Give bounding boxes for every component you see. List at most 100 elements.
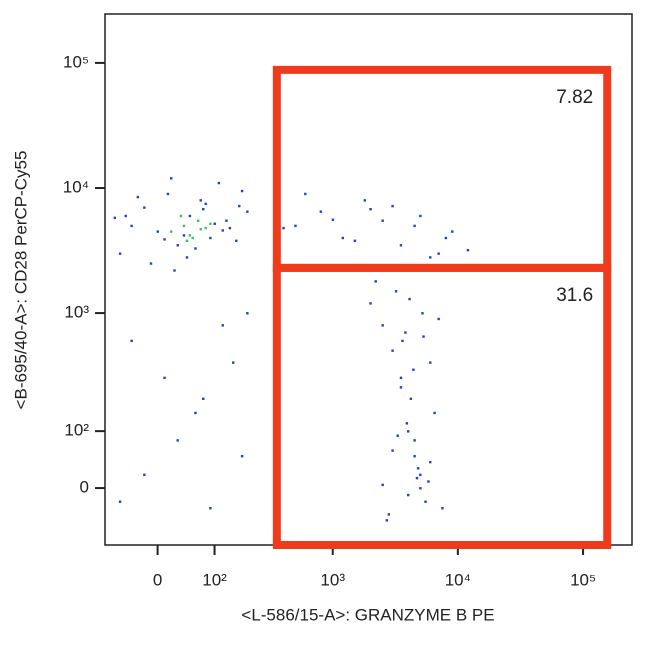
point (240, 189, 244, 193)
point (199, 228, 202, 231)
point (437, 252, 440, 255)
point (143, 473, 146, 477)
gate-percent: 7.82 (556, 87, 593, 108)
point (391, 204, 394, 208)
y-tick-label: 0 (80, 478, 89, 497)
point (130, 339, 133, 343)
point (221, 324, 224, 327)
point (185, 239, 189, 243)
x-tick-label: 10³ (320, 570, 345, 589)
point (196, 219, 200, 222)
point (399, 376, 403, 380)
point (176, 244, 179, 247)
point (163, 238, 166, 241)
point (399, 244, 403, 247)
point (405, 422, 409, 425)
point (246, 210, 249, 213)
x-tick-label: 10⁵ (570, 570, 596, 589)
point (204, 202, 207, 206)
point (369, 207, 372, 211)
point (433, 411, 436, 415)
point (188, 234, 192, 237)
point (387, 513, 391, 516)
point (176, 439, 179, 442)
point (194, 247, 197, 250)
point (391, 449, 394, 452)
point (404, 331, 407, 334)
point (419, 487, 422, 490)
point (437, 317, 440, 321)
point (415, 476, 419, 480)
point (188, 214, 192, 218)
point (204, 226, 207, 230)
point (163, 376, 166, 380)
point (191, 236, 194, 240)
point (429, 460, 432, 464)
point (412, 368, 415, 371)
x-tick-label: 10² (202, 570, 227, 589)
point (391, 349, 394, 352)
point (416, 467, 420, 470)
point (170, 177, 173, 180)
point (221, 229, 224, 232)
point (363, 199, 367, 202)
point (401, 339, 404, 343)
point (399, 386, 403, 389)
point (331, 218, 335, 221)
point (238, 204, 241, 208)
point (282, 226, 285, 230)
point (419, 214, 422, 218)
point (130, 224, 133, 228)
point (143, 206, 146, 209)
point (194, 411, 197, 415)
point (202, 397, 205, 400)
point (235, 239, 238, 243)
x-tick-label: 10⁴ (445, 570, 471, 589)
point (353, 239, 357, 243)
point (185, 256, 189, 259)
point (240, 455, 244, 458)
point (217, 181, 221, 185)
point (319, 210, 323, 213)
point (209, 236, 212, 240)
x-axis-label: <L-586/15-A>: GRANZYME B PE (241, 605, 494, 624)
point (304, 192, 307, 196)
point (466, 248, 470, 252)
point (136, 195, 140, 199)
point (231, 361, 235, 364)
point (149, 262, 153, 265)
point (173, 269, 176, 272)
point (413, 455, 416, 458)
point (199, 199, 202, 202)
point (166, 192, 170, 196)
point (427, 480, 430, 483)
point (228, 226, 232, 230)
point (118, 500, 122, 503)
y-tick-label: 10³ (64, 303, 89, 322)
point (408, 297, 411, 301)
point (407, 430, 410, 433)
gate-percent: 31.6 (556, 285, 593, 306)
point (156, 230, 159, 233)
point (170, 230, 173, 233)
point (246, 312, 249, 315)
point (209, 507, 212, 510)
point (444, 236, 448, 240)
y-tick-label: 10⁵ (63, 52, 89, 71)
point (113, 216, 117, 220)
y-tick-label: 10⁴ (63, 178, 89, 197)
point (419, 473, 422, 477)
x-tick-label: 0 (153, 570, 162, 589)
point (202, 207, 205, 211)
point (407, 493, 410, 497)
point (413, 439, 416, 442)
point (409, 397, 413, 400)
point (213, 222, 216, 225)
gate (272, 263, 612, 549)
point (182, 224, 186, 228)
plot-frame (104, 13, 633, 546)
point (381, 219, 384, 222)
point (413, 224, 416, 228)
point (225, 219, 228, 222)
